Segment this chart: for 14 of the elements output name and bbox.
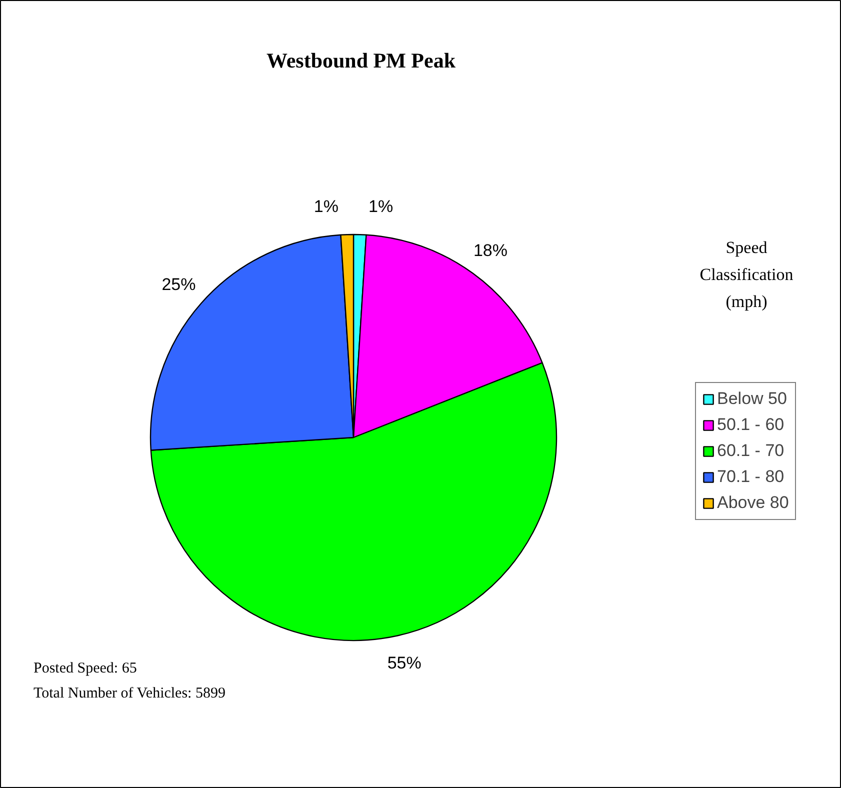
data-label: 1% xyxy=(314,197,338,216)
text: Posted Speed: 65 xyxy=(34,660,137,676)
data-label: 18% xyxy=(473,241,508,260)
legend-title: Speed Classification (mph) xyxy=(700,238,794,311)
legend-label: Below 50 xyxy=(717,389,787,409)
data-label: 55% xyxy=(387,653,422,672)
legend-label: Above 80 xyxy=(717,493,789,513)
data-label: 1% xyxy=(368,197,394,216)
data-label: 25% xyxy=(162,275,196,294)
legend-label: 50.1 - 60 xyxy=(717,415,784,435)
legend-label: 60.1 - 70 xyxy=(717,441,784,461)
chart-title: Westbound PM Peak xyxy=(266,48,456,72)
text: Total Number of Vehicles: 5899 xyxy=(34,686,226,702)
legend-label: 70.1 - 80 xyxy=(717,467,784,487)
